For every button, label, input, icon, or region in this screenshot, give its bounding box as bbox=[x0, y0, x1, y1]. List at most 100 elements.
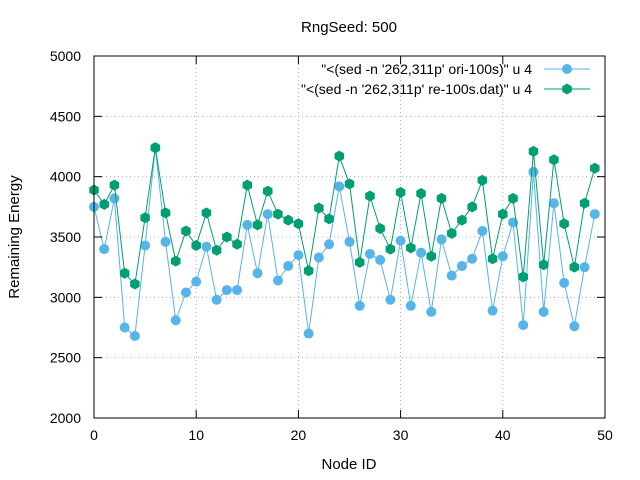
data-point bbox=[477, 225, 488, 236]
tick-labels: 2000 2500 3000 3500 4000 4500 5000 0 10 20 30 40 50 bbox=[50, 48, 613, 443]
data-point bbox=[252, 219, 263, 231]
data-point bbox=[538, 259, 549, 271]
data-point bbox=[436, 192, 447, 204]
data-point bbox=[467, 201, 477, 213]
data-point bbox=[170, 315, 181, 326]
data-point bbox=[518, 320, 529, 331]
data-point bbox=[283, 214, 293, 226]
data-point bbox=[191, 239, 201, 251]
legend-label: "<(sed -n '262,311p' ori-100s)" u 4 bbox=[321, 61, 532, 77]
data-point bbox=[191, 276, 202, 287]
data-point bbox=[272, 275, 283, 286]
y-tick-label: 4000 bbox=[50, 169, 81, 185]
data-point bbox=[293, 218, 304, 230]
data-point bbox=[467, 253, 478, 264]
data-point bbox=[314, 202, 324, 214]
chart-title: RngSeed: 500 bbox=[301, 19, 397, 36]
data-point bbox=[242, 219, 253, 230]
data-point bbox=[242, 179, 253, 191]
data-point bbox=[130, 278, 140, 290]
data-point bbox=[426, 306, 437, 317]
data-point bbox=[334, 181, 345, 192]
data-point bbox=[140, 212, 150, 224]
data-point bbox=[252, 268, 263, 279]
y-tick-label: 2000 bbox=[50, 410, 81, 426]
data-point bbox=[426, 250, 437, 262]
data-point bbox=[528, 166, 539, 177]
data-point bbox=[498, 208, 508, 220]
data-point bbox=[293, 250, 304, 261]
data-point bbox=[313, 252, 324, 263]
x-tick-label: 30 bbox=[393, 427, 409, 443]
series-2 bbox=[89, 142, 600, 290]
data-point bbox=[538, 306, 549, 317]
data-point bbox=[232, 285, 243, 296]
data-point bbox=[180, 287, 191, 298]
legend-marker bbox=[562, 64, 572, 74]
legend: "<(sed -n '262,311p' ori-100s)" u 4 "<(se… bbox=[301, 61, 590, 97]
data-point bbox=[283, 260, 294, 271]
data-point bbox=[457, 214, 467, 226]
data-point bbox=[344, 236, 355, 247]
data-point bbox=[395, 235, 406, 246]
data-point bbox=[436, 234, 447, 245]
x-tick-label: 0 bbox=[90, 427, 98, 443]
series-1 bbox=[89, 142, 600, 341]
data-point bbox=[201, 207, 212, 219]
data-point bbox=[375, 223, 385, 235]
data-point bbox=[406, 242, 416, 254]
y-tick-label: 3000 bbox=[50, 289, 81, 305]
data-point bbox=[518, 271, 528, 283]
data-point bbox=[232, 238, 242, 250]
data-point bbox=[487, 305, 498, 316]
data-point bbox=[487, 253, 498, 265]
data-point bbox=[344, 178, 355, 190]
data-point bbox=[446, 270, 457, 281]
data-point bbox=[109, 179, 120, 191]
data-point bbox=[222, 231, 232, 243]
data-point bbox=[303, 328, 314, 339]
data-point bbox=[354, 256, 365, 268]
data-point bbox=[395, 186, 406, 198]
data-point bbox=[324, 213, 334, 225]
data-point bbox=[160, 207, 171, 219]
axis-ticks bbox=[93, 55, 606, 419]
data-point bbox=[549, 154, 559, 166]
data-point bbox=[201, 241, 212, 252]
data-point bbox=[211, 294, 222, 305]
data-point bbox=[559, 218, 569, 230]
data-point bbox=[181, 225, 191, 237]
data-point bbox=[385, 243, 396, 255]
y-tick-label: 2500 bbox=[50, 350, 81, 366]
data-point bbox=[324, 239, 335, 250]
data-point bbox=[334, 150, 345, 162]
data-point bbox=[150, 142, 161, 154]
data-point bbox=[160, 236, 171, 247]
data-point bbox=[579, 197, 590, 209]
data-point bbox=[365, 190, 375, 202]
data-point bbox=[569, 321, 580, 332]
data-point bbox=[354, 300, 365, 311]
data-point bbox=[477, 174, 488, 186]
data-point bbox=[221, 285, 232, 296]
data-point bbox=[211, 244, 222, 256]
x-tick-label: 50 bbox=[597, 427, 613, 443]
data-point bbox=[548, 198, 559, 209]
y-axis-label: Remaining Energy bbox=[6, 175, 23, 299]
data-point bbox=[405, 300, 416, 311]
data-point bbox=[273, 208, 283, 220]
y-tick-label: 3500 bbox=[50, 229, 81, 245]
data-point bbox=[528, 145, 539, 157]
data-point bbox=[140, 240, 151, 251]
data-point bbox=[375, 254, 386, 265]
data-point bbox=[590, 162, 600, 174]
series-layer bbox=[89, 142, 600, 341]
data-point bbox=[109, 193, 120, 204]
data-point bbox=[508, 192, 518, 204]
data-point bbox=[364, 248, 375, 259]
data-point bbox=[262, 209, 273, 220]
y-tick-label: 4500 bbox=[50, 108, 81, 124]
data-point bbox=[119, 267, 130, 279]
data-point bbox=[262, 185, 273, 197]
